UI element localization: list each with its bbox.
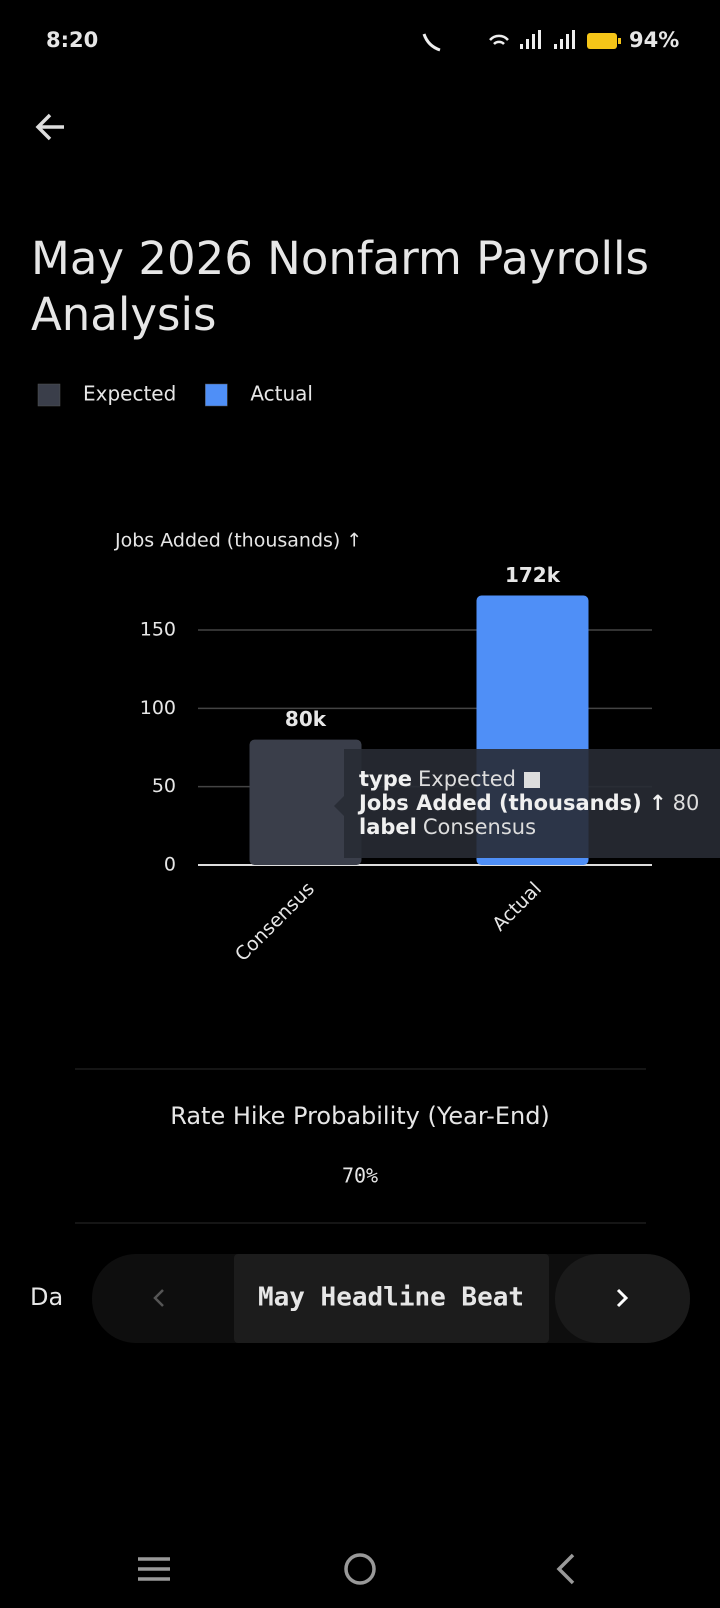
carousel-label: Da [30,1283,63,1311]
next-icon [616,1288,629,1308]
y-axis-label: Jobs Added (thousands) ↑ [114,530,362,552]
status-time: 8:20 [46,28,98,52]
back-button[interactable] [35,113,64,141]
nav-menu[interactable] [138,1557,170,1581]
nav-bar [138,1553,575,1585]
tooltip-key: label [359,815,417,839]
bar [249,739,362,865]
tooltip-value: Consensus [423,815,536,839]
legend-label: Actual [250,382,313,406]
x-tick-label: Actual [488,878,546,936]
tooltip-value: Expected [418,767,516,791]
tooltip-row: label Consensus [359,815,536,839]
status-icons [422,30,621,52]
x-tick-label: Consensus [231,878,319,966]
nav-home[interactable] [344,1553,376,1585]
y-tick-label: 100 [140,697,176,719]
legend-label: Expected [83,382,176,406]
tooltip-key: type [359,767,412,791]
metric-value: 70% [342,1164,378,1188]
legend-swatch [205,383,228,407]
metric-label: Rate Hike Probability (Year-End) [170,1102,550,1130]
tooltip-row: Jobs Added (thousands) ↑ 80 [357,791,699,815]
y-tick-label: 50 [152,775,176,797]
data-label: 80k [285,707,327,731]
title-line: May 2026 Nonfarm Payrolls [31,232,649,285]
next-button[interactable] [555,1254,690,1343]
data-label: 172k [505,563,561,587]
tooltip-swatch [524,772,540,788]
tooltip-key: Jobs Added (thousands) ↑ [357,791,667,815]
status-battery: 94% [629,28,679,52]
tooltip-value: 80 [673,791,700,815]
carousel-item-text: May Headline Beat [258,1283,524,1313]
carousel-item[interactable] [234,1254,549,1343]
tooltip-row: type Expected [359,767,516,791]
y-tick-label: 150 [140,619,176,641]
tooltip-pointer [334,796,344,816]
prev-button[interactable] [153,1289,164,1307]
title-line: Analysis [31,288,216,341]
legend-swatch [37,383,61,407]
y-tick-label: 0 [164,854,176,876]
tooltip-box [344,749,720,858]
nav-back[interactable] [556,1553,575,1585]
